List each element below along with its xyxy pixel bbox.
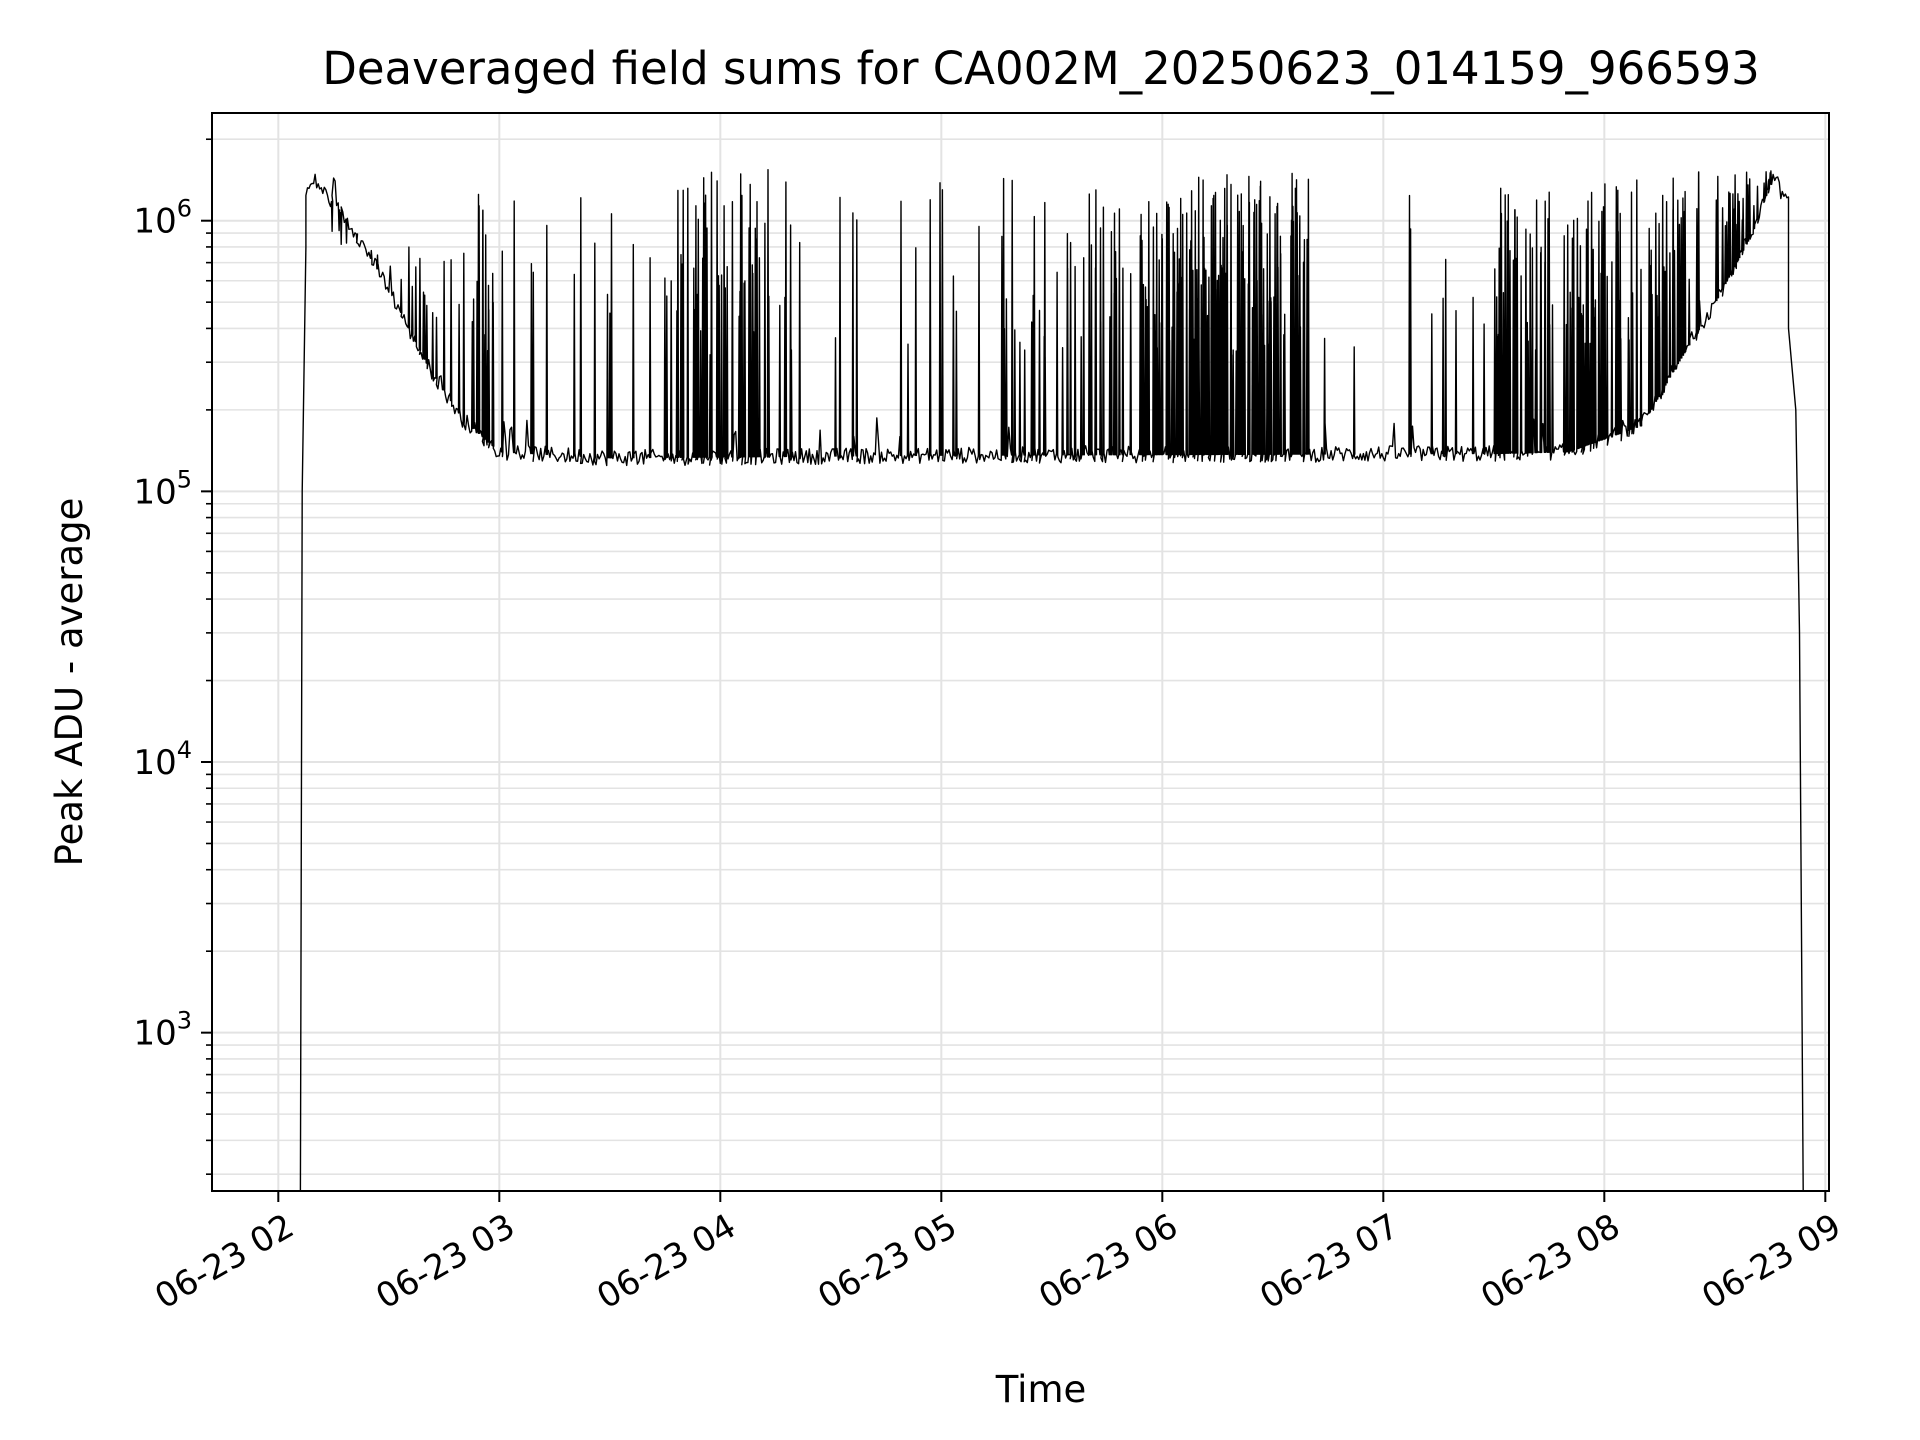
y-tick-exponent: 4	[177, 736, 192, 764]
y-tick-base: 10	[133, 1014, 176, 1054]
x-axis-label: Time	[995, 1368, 1087, 1411]
y-tick-base: 10	[133, 743, 176, 783]
series-line	[299, 169, 1804, 1192]
y-tick-label: 104	[133, 736, 192, 783]
y-tick-base: 10	[133, 472, 176, 512]
series-path	[299, 169, 1804, 1192]
y-tick-label: 105	[133, 465, 192, 512]
chart-title: Deaveraged field sums for CA002M_2025062…	[322, 42, 1760, 95]
y-tick-label: 106	[133, 195, 192, 242]
y-tick-label: 103	[133, 1007, 192, 1054]
y-tick-exponent: 3	[177, 1007, 192, 1035]
plot-area-frame	[211, 112, 1830, 1192]
y-tick-exponent: 6	[177, 195, 192, 223]
y-tick-exponent: 5	[177, 465, 192, 493]
y-axis-label: Peak ADU - average	[48, 498, 91, 867]
y-tick-base: 10	[133, 202, 176, 242]
grid-minor	[212, 138, 1829, 1175]
